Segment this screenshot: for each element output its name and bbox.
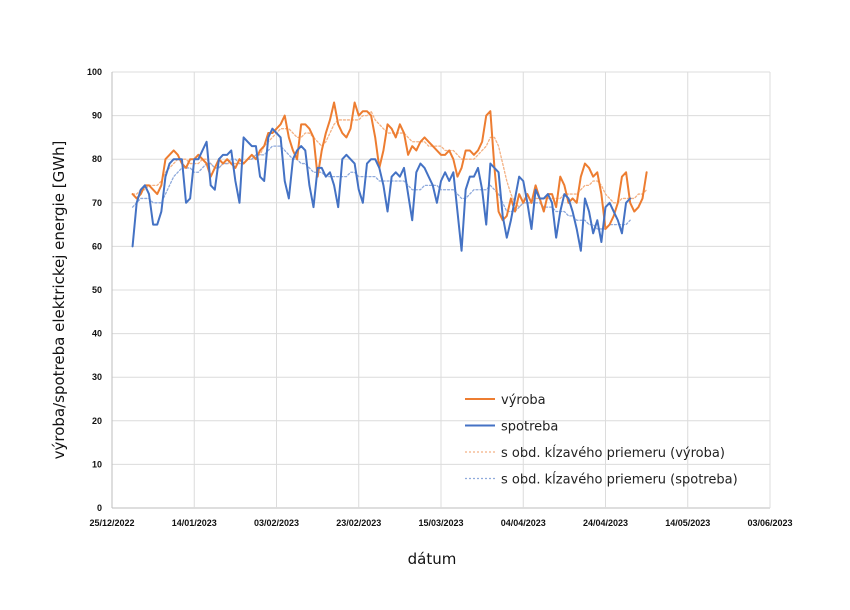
x-tick-label: 14/01/2023: [172, 518, 217, 528]
series: [131, 101, 648, 252]
y-tick-label: 60: [92, 241, 102, 251]
y-tick-label: 20: [92, 416, 102, 426]
legend-label: spotreba: [501, 420, 558, 435]
x-tick-label: 25/12/2022: [89, 518, 134, 528]
x-tick-label: 03/02/2023: [254, 518, 299, 528]
y-tick-label: 10: [92, 459, 102, 469]
y-tick-label: 50: [92, 285, 102, 295]
axes: 0 10 20 30 40 50 60 70 80 90 100 25/12/2022 14/01/20…: [87, 67, 793, 528]
y-tick-label: 40: [92, 329, 102, 339]
x-tick-label: 04/04/2023: [501, 518, 546, 528]
x-tick-label: 15/03/2023: [418, 518, 463, 528]
y-tick-label: 70: [92, 198, 102, 208]
legend: výroba spotreba s obd. kĺzavého priemeru (…: [465, 393, 738, 488]
y-tick-label: 80: [92, 154, 102, 164]
legend-label: s obd. kĺzavého priemeru (výroba): [501, 445, 725, 461]
grid: [111, 71, 771, 509]
y-tick-label: 90: [92, 111, 102, 121]
x-tick-label: 24/04/2023: [583, 518, 628, 528]
y-tick-label: 30: [92, 372, 102, 382]
x-axis-title: dátum: [408, 550, 457, 568]
legend-label: výroba: [501, 393, 546, 408]
series-line-1: [131, 127, 632, 252]
x-tick-label: 23/02/2023: [336, 518, 381, 528]
x-tick-label: 14/05/2023: [665, 518, 710, 528]
y-tick-label: 100: [87, 67, 102, 77]
x-tick-label: 03/06/2023: [747, 518, 792, 528]
legend-label: s obd. kĺzavého priemeru (spotreba): [501, 472, 738, 488]
y-axis-title: výroba/spotreba elektrickej energie [GWh…: [50, 141, 68, 460]
y-tick-label: 0: [97, 503, 102, 513]
